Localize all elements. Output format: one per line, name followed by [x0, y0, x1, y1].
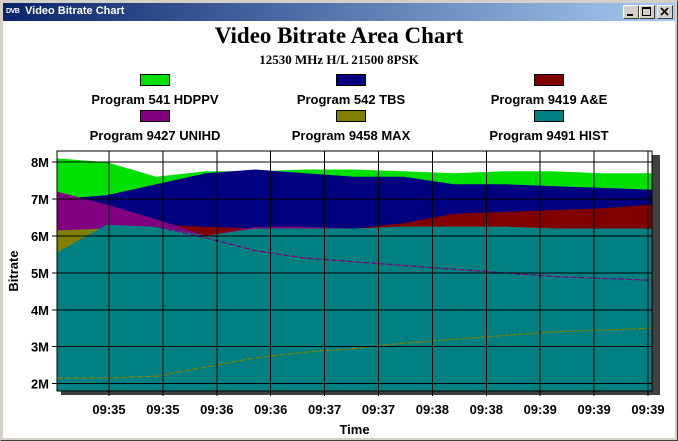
title-bar[interactable]: DVB Video Bitrate Chart: [3, 3, 675, 21]
legend-item: Program 9419 A&E: [449, 74, 649, 110]
plot-frame: [56, 150, 653, 392]
overlay-line-1: [57, 327, 653, 379]
y-tick-label: 2M: [31, 377, 49, 392]
close-button[interactable]: [657, 5, 673, 19]
maximize-icon: [642, 7, 651, 16]
legend-item: Program 9458 MAX: [251, 110, 451, 146]
y-axis-label: Bitrate: [6, 250, 21, 291]
x-tick-label: 09:39: [524, 402, 557, 417]
x-tick-label: 09:37: [362, 402, 395, 417]
legend-item: Program 9491 HIST: [449, 110, 649, 146]
legend-item: Program 541 HDPPV: [55, 74, 255, 110]
x-tick-label: 09:36: [200, 402, 233, 417]
area-plot: 2M 3M 4M 5M 6M 7M 8M 09:35 09:35 09:36 09:36 09:37 0…: [6, 150, 665, 437]
y-tick-label: 3M: [31, 340, 49, 355]
x-tick-label: 09:37: [308, 402, 341, 417]
legend-swatch: [336, 110, 366, 122]
series-area-5: [57, 224, 652, 391]
legend-swatch: [140, 110, 170, 122]
maximize-button[interactable]: [639, 5, 655, 19]
legend-item: Program 9427 UNIHD: [55, 110, 255, 146]
x-tick-label: 09:39: [631, 402, 664, 417]
legend-label: Program 542 TBS: [296, 92, 406, 107]
minimize-button[interactable]: [623, 5, 639, 19]
legend-label: Program 9427 UNIHD: [89, 128, 221, 143]
legend-swatch: [336, 74, 366, 86]
y-tick-label: 8M: [31, 155, 49, 170]
close-icon: [660, 7, 669, 16]
x-axis-label: Time: [339, 422, 369, 437]
window-title: Video Bitrate Chart: [25, 5, 125, 17]
legend-label: Program 9458 MAX: [291, 128, 411, 143]
y-tick-label: 5M: [31, 266, 49, 281]
legend-label: Program 9491 HIST: [489, 128, 609, 143]
overlay-line-0: [56, 205, 653, 281]
chart-area: Video Bitrate Area Chart 12530 MHz H/L 2…: [3, 21, 675, 438]
legend-swatch: [140, 74, 170, 86]
legend-label: Program 541 HDPPV: [91, 92, 219, 107]
x-tick-label: 09:36: [254, 402, 287, 417]
x-tick-label: 09:35: [146, 402, 179, 417]
x-tick-label: 09:39: [577, 402, 610, 417]
x-tick-label: 09:38: [470, 402, 503, 417]
chart-subtitle: 12530 MHz H/L 21500 8PSK: [259, 52, 419, 67]
dvb-app-icon: DVB: [6, 8, 20, 15]
x-tick-label: 09:35: [92, 402, 125, 417]
y-tick-label: 6M: [31, 229, 49, 244]
chart-title: Video Bitrate Area Chart: [214, 23, 464, 48]
legend-swatch: [534, 110, 564, 122]
y-tick-label: 4M: [31, 303, 49, 318]
legend-item: Program 542 TBS: [251, 74, 451, 110]
legend-label: Program 9419 A&E: [490, 92, 608, 107]
x-tick-label: 09:38: [416, 402, 449, 417]
y-tick-label: 7M: [31, 192, 49, 207]
legend-swatch: [534, 74, 564, 86]
minimize-icon: [627, 14, 633, 16]
